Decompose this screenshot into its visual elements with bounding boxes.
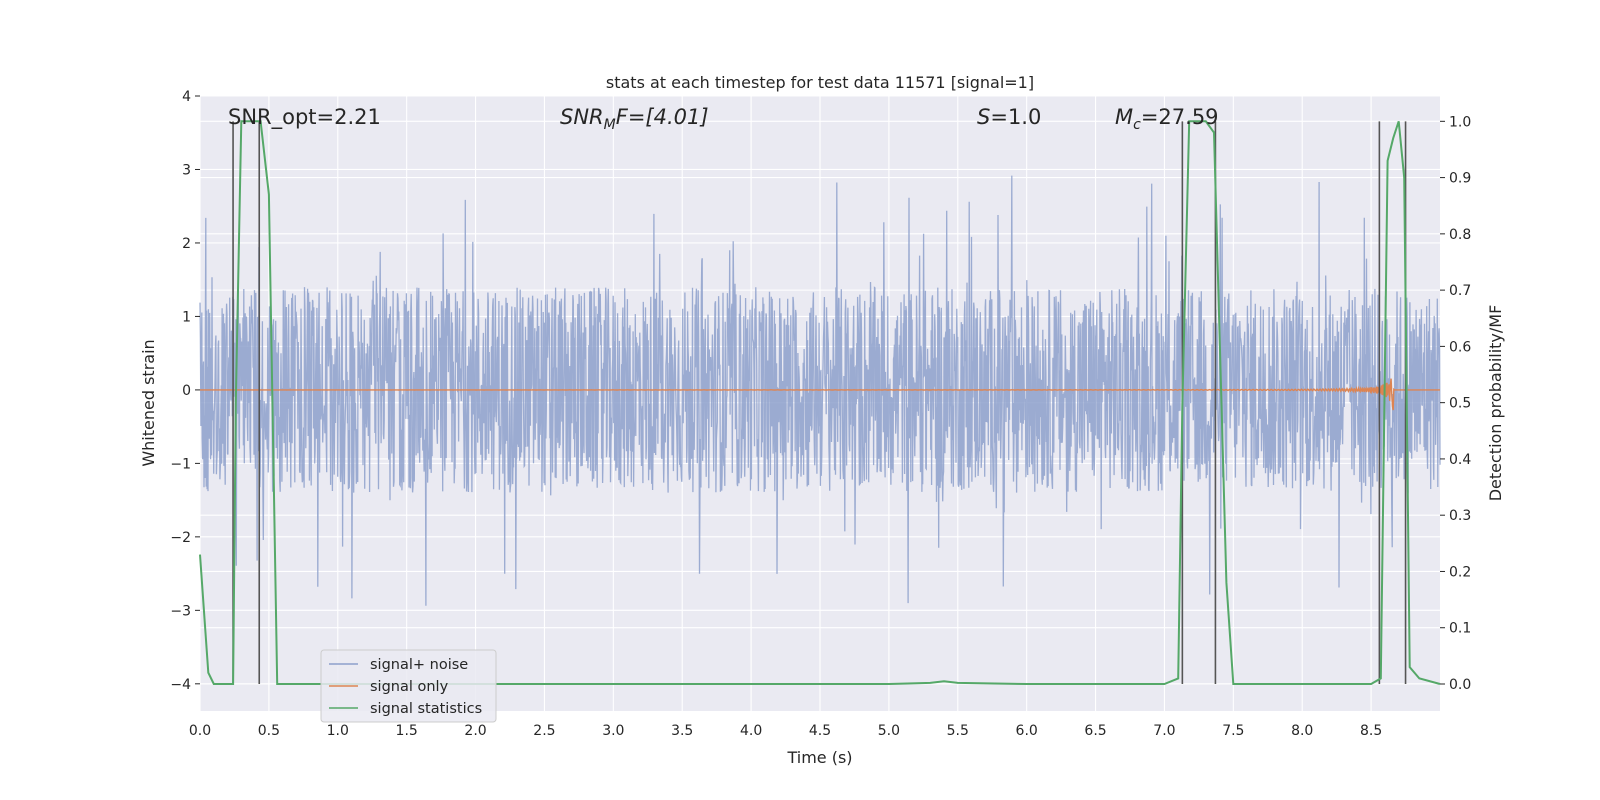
- y-right-tick-label: 0.1: [1449, 621, 1471, 637]
- annotation-mc-main: M: [1115, 105, 1133, 129]
- legend-label-signal-plus-noise: signal+ noise: [370, 657, 468, 673]
- x-tick-label: 4.5: [809, 723, 831, 739]
- y-right-axis-label: Detection probability/MF: [1486, 305, 1505, 502]
- x-tick-label: 3.5: [671, 723, 693, 739]
- annotation-mc-sub: c: [1133, 117, 1141, 133]
- y-tick-label: −2: [170, 530, 191, 546]
- y-tick-label: −1: [170, 456, 191, 472]
- y-tick-label: 1: [182, 309, 191, 325]
- y-right-tick-label: 0.4: [1449, 452, 1471, 468]
- x-tick-label: 7.0: [1153, 723, 1175, 739]
- y-right-axis-ticks: 0.0 0.1 0.2 0.3 0.4 0.5 0.6 0.7 0.8 0.9 1.0: [1440, 114, 1471, 693]
- annotation-mc-value: =27.59: [1141, 105, 1219, 129]
- legend: signal+ noise signal only signal statist…: [320, 649, 497, 723]
- x-tick-label: 0.0: [189, 723, 211, 739]
- y-right-tick-label: 0.5: [1449, 396, 1471, 412]
- y-axis-ticks: −4 −3 −2 −1 0 1 2 3 4: [170, 89, 200, 693]
- y-tick-label: 0: [182, 383, 191, 399]
- series-signal-only: [200, 378, 1440, 411]
- legend-label-signal-only: signal only: [370, 679, 449, 695]
- annotation-s: S=1.0: [977, 105, 1041, 129]
- y-tick-label: 4: [182, 89, 191, 105]
- series-signal-statistics: [199, 120, 1441, 685]
- x-tick-label: 2.5: [533, 723, 555, 739]
- annotation-snr-mf: SNRMF=[4.01]: [560, 105, 709, 133]
- y-tick-label: −4: [170, 677, 191, 693]
- x-tick-label: 5.5: [947, 723, 969, 739]
- signal-only-line: [200, 378, 1440, 411]
- annotation-snr-mf-main: SNR: [560, 105, 604, 129]
- x-tick-label: 1.0: [327, 723, 349, 739]
- x-tick-label: 6.5: [1084, 723, 1106, 739]
- x-tick-label: 4.0: [740, 723, 762, 739]
- x-tick-label: 5.0: [878, 723, 900, 739]
- annotation-snr-mf-sub: M: [604, 117, 616, 133]
- x-tick-label: 8.5: [1360, 723, 1382, 739]
- x-tick-label: 0.5: [258, 723, 280, 739]
- x-tick-label: 2.0: [464, 723, 486, 739]
- x-tick-label: 6.0: [1016, 723, 1038, 739]
- x-axis-label: Time (s): [786, 748, 852, 767]
- signal-statistics-line: [199, 120, 1441, 685]
- y-tick-label: 2: [182, 236, 191, 252]
- x-tick-label: 8.0: [1291, 723, 1313, 739]
- legend-label-signal-statistics: signal statistics: [370, 701, 482, 717]
- legend-box: [320, 649, 497, 723]
- y-right-tick-label: 0.7: [1449, 283, 1471, 299]
- signal-plus-noise-line: [199, 175, 1441, 606]
- y-right-tick-label: 1.0: [1449, 114, 1471, 130]
- y-axis-label: Whitened strain: [139, 339, 158, 466]
- y-right-tick-label: 0.3: [1449, 508, 1471, 524]
- annotation-s-main: S: [977, 105, 990, 129]
- annotation-s-value: =1.0: [990, 105, 1041, 129]
- annotation-snr-mf-f: F=[4.01]: [616, 105, 709, 129]
- x-tick-label: 7.5: [1222, 723, 1244, 739]
- y-tick-label: 3: [182, 162, 191, 178]
- y-right-tick-label: 0.0: [1449, 677, 1471, 693]
- chart-title: stats at each timestep for test data 115…: [606, 73, 1034, 92]
- x-tick-label: 1.5: [396, 723, 418, 739]
- y-right-tick-label: 0.9: [1449, 171, 1471, 187]
- x-tick-label: 3.0: [602, 723, 624, 739]
- y-tick-label: −3: [170, 603, 191, 619]
- annotation-mc: Mc=27.59: [1115, 105, 1219, 133]
- x-axis-ticks: 0.0 0.5 1.0 1.5 2.0 2.5 3.0 3.5 4.0 4.5 5.0 5.5 6.0 6…: [189, 723, 1382, 739]
- annotation-snr-opt: SNR_opt=2.21: [228, 105, 381, 130]
- y-right-tick-label: 0.6: [1449, 339, 1471, 355]
- y-right-tick-label: 0.8: [1449, 227, 1471, 243]
- y-right-tick-label: 0.2: [1449, 564, 1471, 580]
- series-signal-plus-noise: [199, 175, 1441, 606]
